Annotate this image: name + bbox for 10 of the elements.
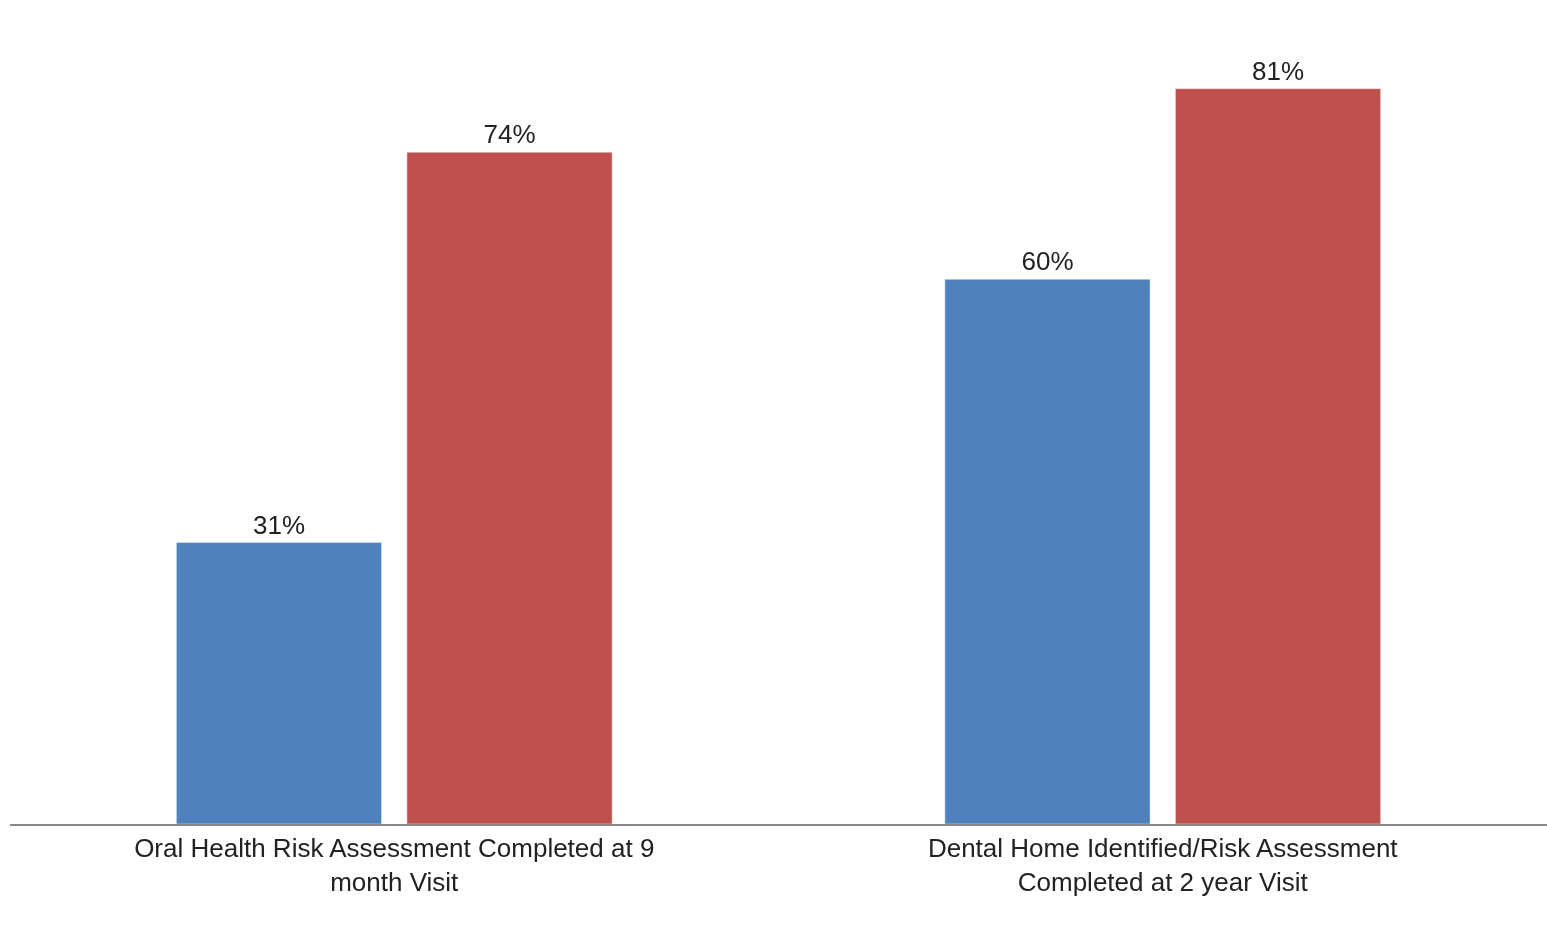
data-label: 31% <box>252 509 305 540</box>
data-label: 81% <box>1252 55 1305 86</box>
bar <box>176 542 382 824</box>
bar <box>944 279 1151 824</box>
x-tick-label: Oral Health Risk Assessment Completed at 9 month Visit <box>134 832 655 897</box>
bar <box>406 151 613 824</box>
x-tick-label: Dental Home Identified/Risk Assessment Completed at 2 year Visit <box>927 832 1399 897</box>
data-label: 60% <box>1021 246 1074 277</box>
data-label: 74% <box>483 119 536 150</box>
bar <box>1175 88 1381 824</box>
